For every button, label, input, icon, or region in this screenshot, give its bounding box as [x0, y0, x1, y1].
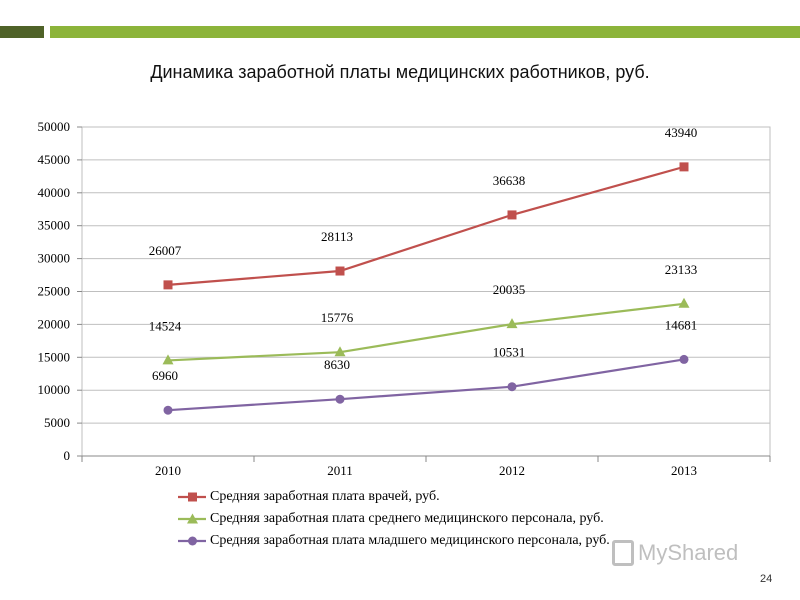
data-label: 15776: [321, 310, 354, 325]
legend-marker: [178, 536, 206, 546]
y-tick-label: 40000: [38, 185, 71, 200]
data-label: 6960: [152, 368, 178, 383]
watermark: MyShared: [612, 540, 738, 566]
chart-legend: Средняя заработная плата врачей, руб. Сре…: [178, 487, 610, 553]
legend-item: Средняя заработная плата врачей, руб.: [178, 487, 610, 507]
y-tick-label: 30000: [38, 251, 71, 266]
data-label: 10531: [493, 345, 526, 360]
data-label: 43940: [665, 125, 698, 140]
data-point: [507, 382, 517, 392]
data-point: [507, 210, 517, 220]
data-label: 23133: [665, 262, 698, 277]
data-label: 20035: [493, 282, 526, 297]
y-tick-label: 50000: [38, 119, 71, 134]
y-tick-label: 45000: [38, 152, 71, 167]
data-point: [163, 280, 173, 290]
data-point: [679, 354, 689, 364]
y-tick-label: 35000: [38, 218, 71, 233]
legend-marker: [178, 492, 206, 502]
data-label: 8630: [324, 357, 350, 372]
data-label: 36638: [493, 173, 526, 188]
legend-label: Средняя заработная плата врачей, руб.: [210, 489, 440, 504]
series-line: [167, 165, 685, 286]
series-line: [167, 302, 685, 362]
x-tick-label: 2011: [327, 463, 353, 478]
data-point: [679, 162, 689, 172]
data-label: 14681: [665, 317, 698, 332]
data-point: [335, 394, 345, 404]
header-bar-light: [50, 26, 800, 38]
data-label: 14524: [149, 318, 182, 333]
y-tick-label: 15000: [38, 349, 71, 364]
legend-item: Средняя заработная плата младшего медици…: [178, 531, 610, 551]
legend-marker: [178, 513, 206, 524]
y-tick-label: 25000: [38, 284, 71, 299]
legend-item: Средняя заработная плата среднего медици…: [178, 509, 610, 529]
page-number: 24: [760, 573, 773, 585]
data-point: [162, 354, 174, 365]
y-tick-label: 0: [64, 448, 71, 463]
header-bar-dark: [0, 26, 44, 38]
x-tick-label: 2010: [155, 463, 181, 478]
data-point: [334, 346, 346, 357]
x-tick-label: 2012: [499, 463, 525, 478]
y-tick-label: 5000: [44, 415, 70, 430]
data-point: [163, 405, 173, 415]
slide-title: Динамика заработной платы медицинских ра…: [150, 62, 650, 82]
data-point: [678, 297, 690, 308]
data-point: [335, 266, 345, 276]
data-point: [506, 318, 518, 329]
y-tick-label: 10000: [38, 382, 71, 397]
watermark-logo-icon: [612, 540, 634, 566]
series-line: [167, 358, 685, 412]
y-tick-label: 20000: [38, 316, 71, 331]
legend-label: Средняя заработная плата среднего медици…: [210, 511, 604, 526]
data-label: 28113: [321, 229, 353, 244]
watermark-text: MyShared: [638, 540, 739, 565]
legend-label: Средняя заработная плата младшего медици…: [210, 533, 610, 548]
data-label: 26007: [149, 243, 182, 258]
x-tick-label: 2013: [671, 463, 697, 478]
